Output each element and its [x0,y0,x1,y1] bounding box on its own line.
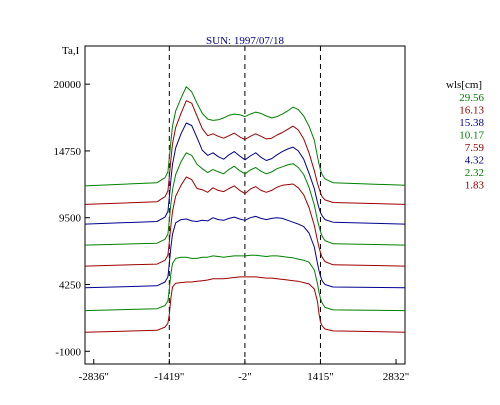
y-tick-label-2: 9500 [59,213,82,225]
chart-title: SUN: 1997/07/18 [206,35,284,47]
y-tick-label-1: 14750 [54,146,82,158]
y-tick-label-0: 20000 [54,79,82,91]
series-line-6 [84,254,406,312]
series-line-1 [84,100,406,205]
x-axis-ticks: -2836" -1419" -2" 1415" 2832" [79,359,410,383]
vertical-reference-lines [168,46,321,364]
series-line-3 [84,152,406,246]
series-line-5 [84,215,406,289]
x-tick-label-3: 1415" [307,371,334,383]
series-line-7 [84,276,406,333]
x-tick-label-4: 2832" [383,371,410,383]
legend-entry-7: 1.83 [465,180,485,192]
y-tick-label-4: -1000 [55,346,81,358]
legend-entry-1: 16.13 [459,105,484,117]
series-line-0 [84,86,406,187]
legend-entry-6: 2.32 [465,167,484,179]
x-tick-label-1: -1419" [154,371,184,383]
legend-entry-3: 10.17 [459,130,484,142]
series-line-2 [84,122,406,225]
y-axis-label: Ta,I [62,45,80,57]
y-tick-label-3: 4250 [59,280,82,292]
y-axis-ticks: 20000 14750 9500 4250 -1000 [54,79,90,358]
legend-entry-0: 29.56 [459,92,484,104]
legend-entry-4: 7.59 [465,142,485,154]
series-line-4 [84,176,406,267]
legend-entry-5: 4.32 [465,155,484,167]
x-tick-label-2: -2" [238,371,252,383]
legend-entry-2: 15.38 [459,117,484,129]
x-tick-label-0: -2836" [79,371,109,383]
series-lines [84,86,406,333]
legend-title: wls[cm] [446,79,482,91]
